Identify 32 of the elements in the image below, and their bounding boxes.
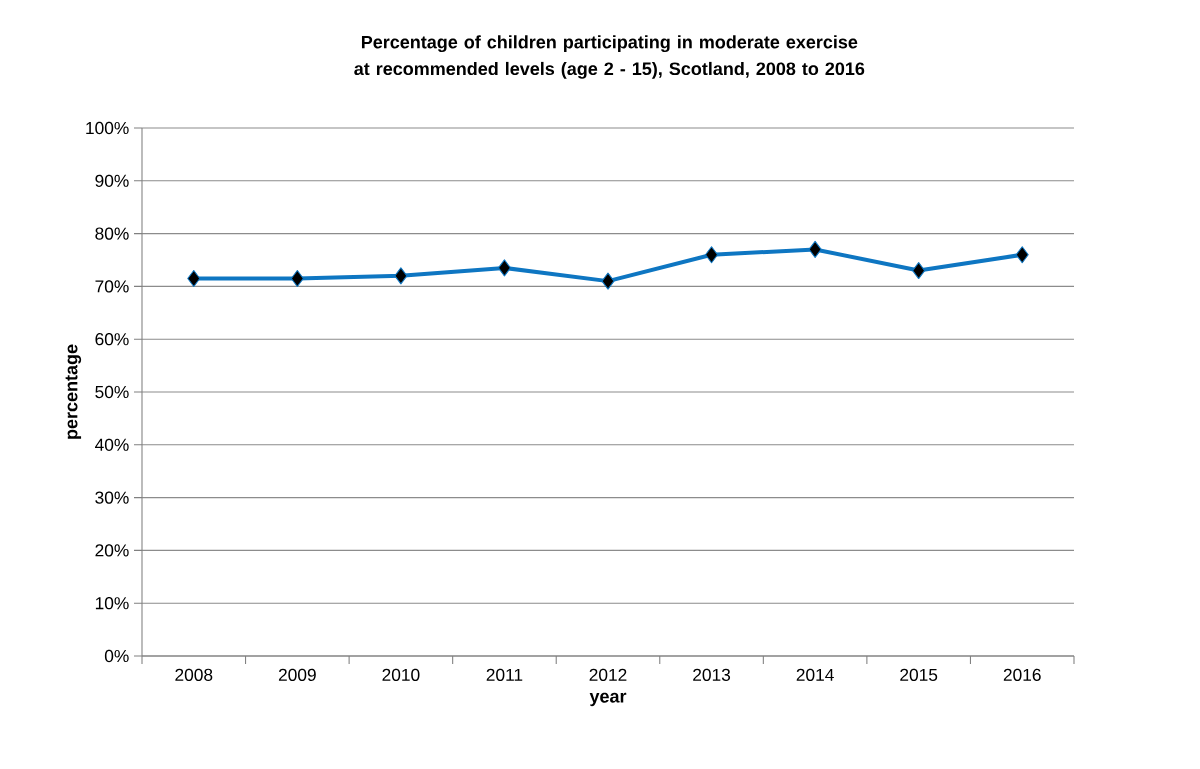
x-tick-label: 2010 <box>382 668 420 681</box>
point <box>290 269 304 288</box>
point <box>912 262 926 280</box>
y-tick-label: 20% <box>95 544 129 557</box>
y-tick-label: 100% <box>86 121 129 135</box>
y-tick-label: 90% <box>95 174 129 187</box>
y-tick-label: 80% <box>95 227 129 240</box>
point <box>187 269 201 288</box>
y-tick-label: 30% <box>95 491 129 504</box>
y-tick-label: 0% <box>104 649 129 663</box>
y-tick-label: 50% <box>95 385 129 399</box>
point <box>394 267 408 285</box>
y-tick-label: 40% <box>95 438 129 451</box>
y-axis-title: percentage <box>65 344 82 439</box>
y-tick-label: 10% <box>95 597 129 610</box>
y-tick-label: 60% <box>95 333 129 346</box>
x-tick-label: 2009 <box>278 668 316 681</box>
x-tick-label: 2012 <box>589 668 627 681</box>
x-tick-label: 2015 <box>900 668 938 681</box>
x-tick-label: 2016 <box>1003 668 1041 681</box>
y-tick-label: 70% <box>95 280 129 293</box>
x-tick-label: 2008 <box>175 668 213 681</box>
x-tick-label: 2011 <box>486 668 523 681</box>
chart-title: Percentage of children participating in moderate exercise at recommended levels (age 2 - 15), Scotland, 2008 to 2016 <box>354 35 865 79</box>
point <box>808 240 822 258</box>
point <box>601 272 615 290</box>
point <box>1015 246 1029 264</box>
point <box>497 259 511 277</box>
x-tick-label: 2014 <box>796 668 834 681</box>
x-axis-title: year <box>589 692 627 707</box>
x-tick-label: 2013 <box>693 668 731 681</box>
point <box>705 246 719 264</box>
